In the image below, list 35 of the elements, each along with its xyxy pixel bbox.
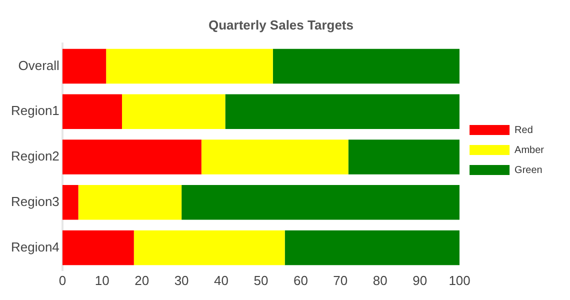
y-tick-label: Region4	[10, 239, 60, 254]
x-tick-label: 90	[412, 272, 428, 288]
bar	[62, 185, 78, 220]
bar	[201, 140, 348, 174]
bar	[62, 48, 106, 84]
bar	[62, 230, 134, 266]
bar	[106, 48, 273, 84]
bar	[182, 185, 460, 220]
x-tick-label: 10	[94, 272, 110, 288]
bar	[225, 94, 460, 129]
chart-title: Quarterly Sales Targets	[208, 17, 354, 32]
bar	[78, 185, 182, 220]
x-tick-label: 30	[174, 272, 189, 288]
bar	[284, 230, 460, 266]
y-tick-label: Region1	[10, 103, 60, 118]
bar	[272, 48, 460, 84]
x-tick-label: 80	[372, 272, 388, 288]
x-tick-label: 100	[448, 272, 470, 288]
bar	[348, 140, 460, 174]
bar	[134, 230, 285, 266]
bar	[62, 94, 122, 129]
y-tick-label: Region2	[10, 148, 60, 164]
y-tick-label: Overall	[18, 58, 60, 73]
x-tick-label: 70	[333, 272, 348, 288]
bar	[122, 94, 226, 129]
x-tick-label: 50	[254, 272, 268, 288]
legend-label: Green	[514, 164, 542, 176]
x-tick-label: 60	[293, 272, 308, 288]
y-tick-label: Region3	[10, 194, 60, 209]
bar	[62, 140, 202, 174]
legend-label: Red	[514, 124, 533, 136]
x-tick-label: 40	[214, 272, 229, 288]
legend-label: Amber	[514, 144, 545, 156]
x-tick-label: 20	[134, 272, 150, 288]
x-tick-label: 0	[58, 272, 66, 288]
